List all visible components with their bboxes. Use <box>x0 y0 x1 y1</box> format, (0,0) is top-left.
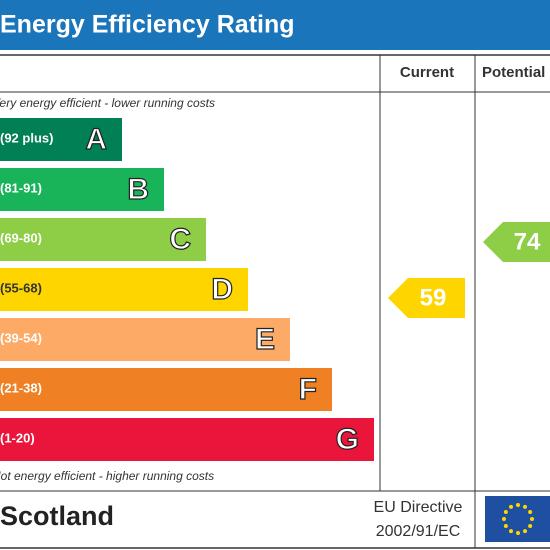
eu-star <box>530 517 534 521</box>
frame <box>0 54 550 549</box>
band <box>0 168 164 211</box>
eu-star <box>509 504 513 509</box>
eu-star <box>516 531 520 535</box>
eu-star <box>523 529 527 534</box>
band <box>0 318 290 361</box>
eu-star <box>528 510 533 514</box>
band-range: (21-38) <box>0 380 42 395</box>
eu-star <box>503 524 508 528</box>
eu-star <box>503 510 508 514</box>
band <box>0 268 248 311</box>
band-letter: D <box>211 273 233 306</box>
band-range: (1-20) <box>0 430 35 445</box>
current-arrow <box>388 278 465 318</box>
band-range: (39-54) <box>0 330 42 345</box>
band-letter: C <box>169 223 191 256</box>
band-letter: F <box>299 373 317 406</box>
column-header: Potential <box>482 64 545 81</box>
band-range: (81-91) <box>0 180 42 195</box>
eu-star <box>502 517 506 521</box>
band-letter: E <box>255 323 275 356</box>
band-letter: G <box>336 423 359 456</box>
potential-arrow <box>483 222 550 262</box>
eu-star <box>509 529 513 534</box>
eu-flag <box>485 496 550 542</box>
band-range: (69-80) <box>0 230 42 245</box>
region: Scotland <box>0 501 114 531</box>
band-letter: B <box>127 173 149 206</box>
bottom-note: Not energy efficient - higher running co… <box>0 469 214 483</box>
band <box>0 418 374 461</box>
band-range: (55-68) <box>0 280 42 295</box>
directive: 2002/91/EC <box>376 523 461 540</box>
top-note: Very energy efficient - lower running co… <box>0 96 215 110</box>
title: Energy Efficiency Rating <box>0 11 295 39</box>
current-value: 59 <box>420 284 447 311</box>
column-header: Current <box>400 64 454 81</box>
band <box>0 218 206 261</box>
band-letter: A <box>85 123 107 156</box>
eu-star <box>516 503 520 507</box>
band <box>0 368 332 411</box>
band-range: (92 plus) <box>0 130 53 145</box>
header-bar <box>0 0 550 50</box>
directive: EU Directive <box>374 499 463 516</box>
potential-value: 74 <box>514 228 541 255</box>
eu-star <box>523 504 527 509</box>
band <box>0 118 122 161</box>
eu-star <box>528 524 533 528</box>
